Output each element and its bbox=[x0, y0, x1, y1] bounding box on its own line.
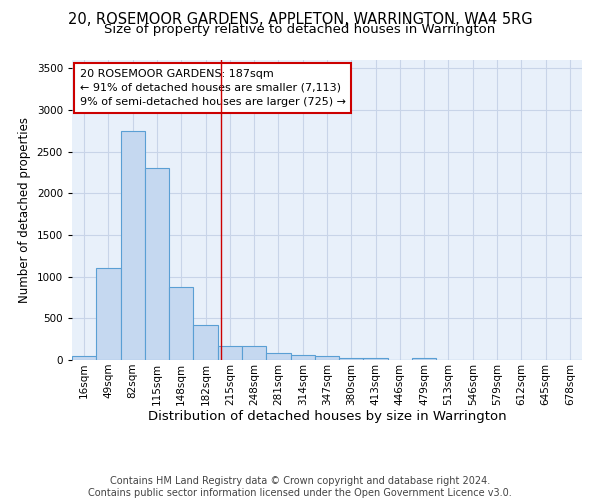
Bar bbox=[412, 358, 436, 360]
Bar bbox=[72, 356, 96, 360]
Bar bbox=[364, 358, 388, 360]
Bar bbox=[242, 346, 266, 360]
Bar bbox=[218, 346, 242, 360]
Bar bbox=[169, 286, 193, 360]
Bar bbox=[315, 356, 339, 360]
Y-axis label: Number of detached properties: Number of detached properties bbox=[18, 117, 31, 303]
Bar bbox=[96, 268, 121, 360]
Bar bbox=[145, 168, 169, 360]
Text: Contains HM Land Registry data © Crown copyright and database right 2024.
Contai: Contains HM Land Registry data © Crown c… bbox=[88, 476, 512, 498]
Bar bbox=[290, 355, 315, 360]
Bar bbox=[121, 131, 145, 360]
Text: 20 ROSEMOOR GARDENS: 187sqm
← 91% of detached houses are smaller (7,113)
9% of s: 20 ROSEMOOR GARDENS: 187sqm ← 91% of det… bbox=[80, 69, 346, 107]
Text: 20, ROSEMOOR GARDENS, APPLETON, WARRINGTON, WA4 5RG: 20, ROSEMOOR GARDENS, APPLETON, WARRINGT… bbox=[68, 12, 532, 28]
Bar bbox=[339, 358, 364, 360]
Bar bbox=[266, 352, 290, 360]
X-axis label: Distribution of detached houses by size in Warrington: Distribution of detached houses by size … bbox=[148, 410, 506, 424]
Text: Size of property relative to detached houses in Warrington: Size of property relative to detached ho… bbox=[104, 22, 496, 36]
Bar bbox=[193, 325, 218, 360]
